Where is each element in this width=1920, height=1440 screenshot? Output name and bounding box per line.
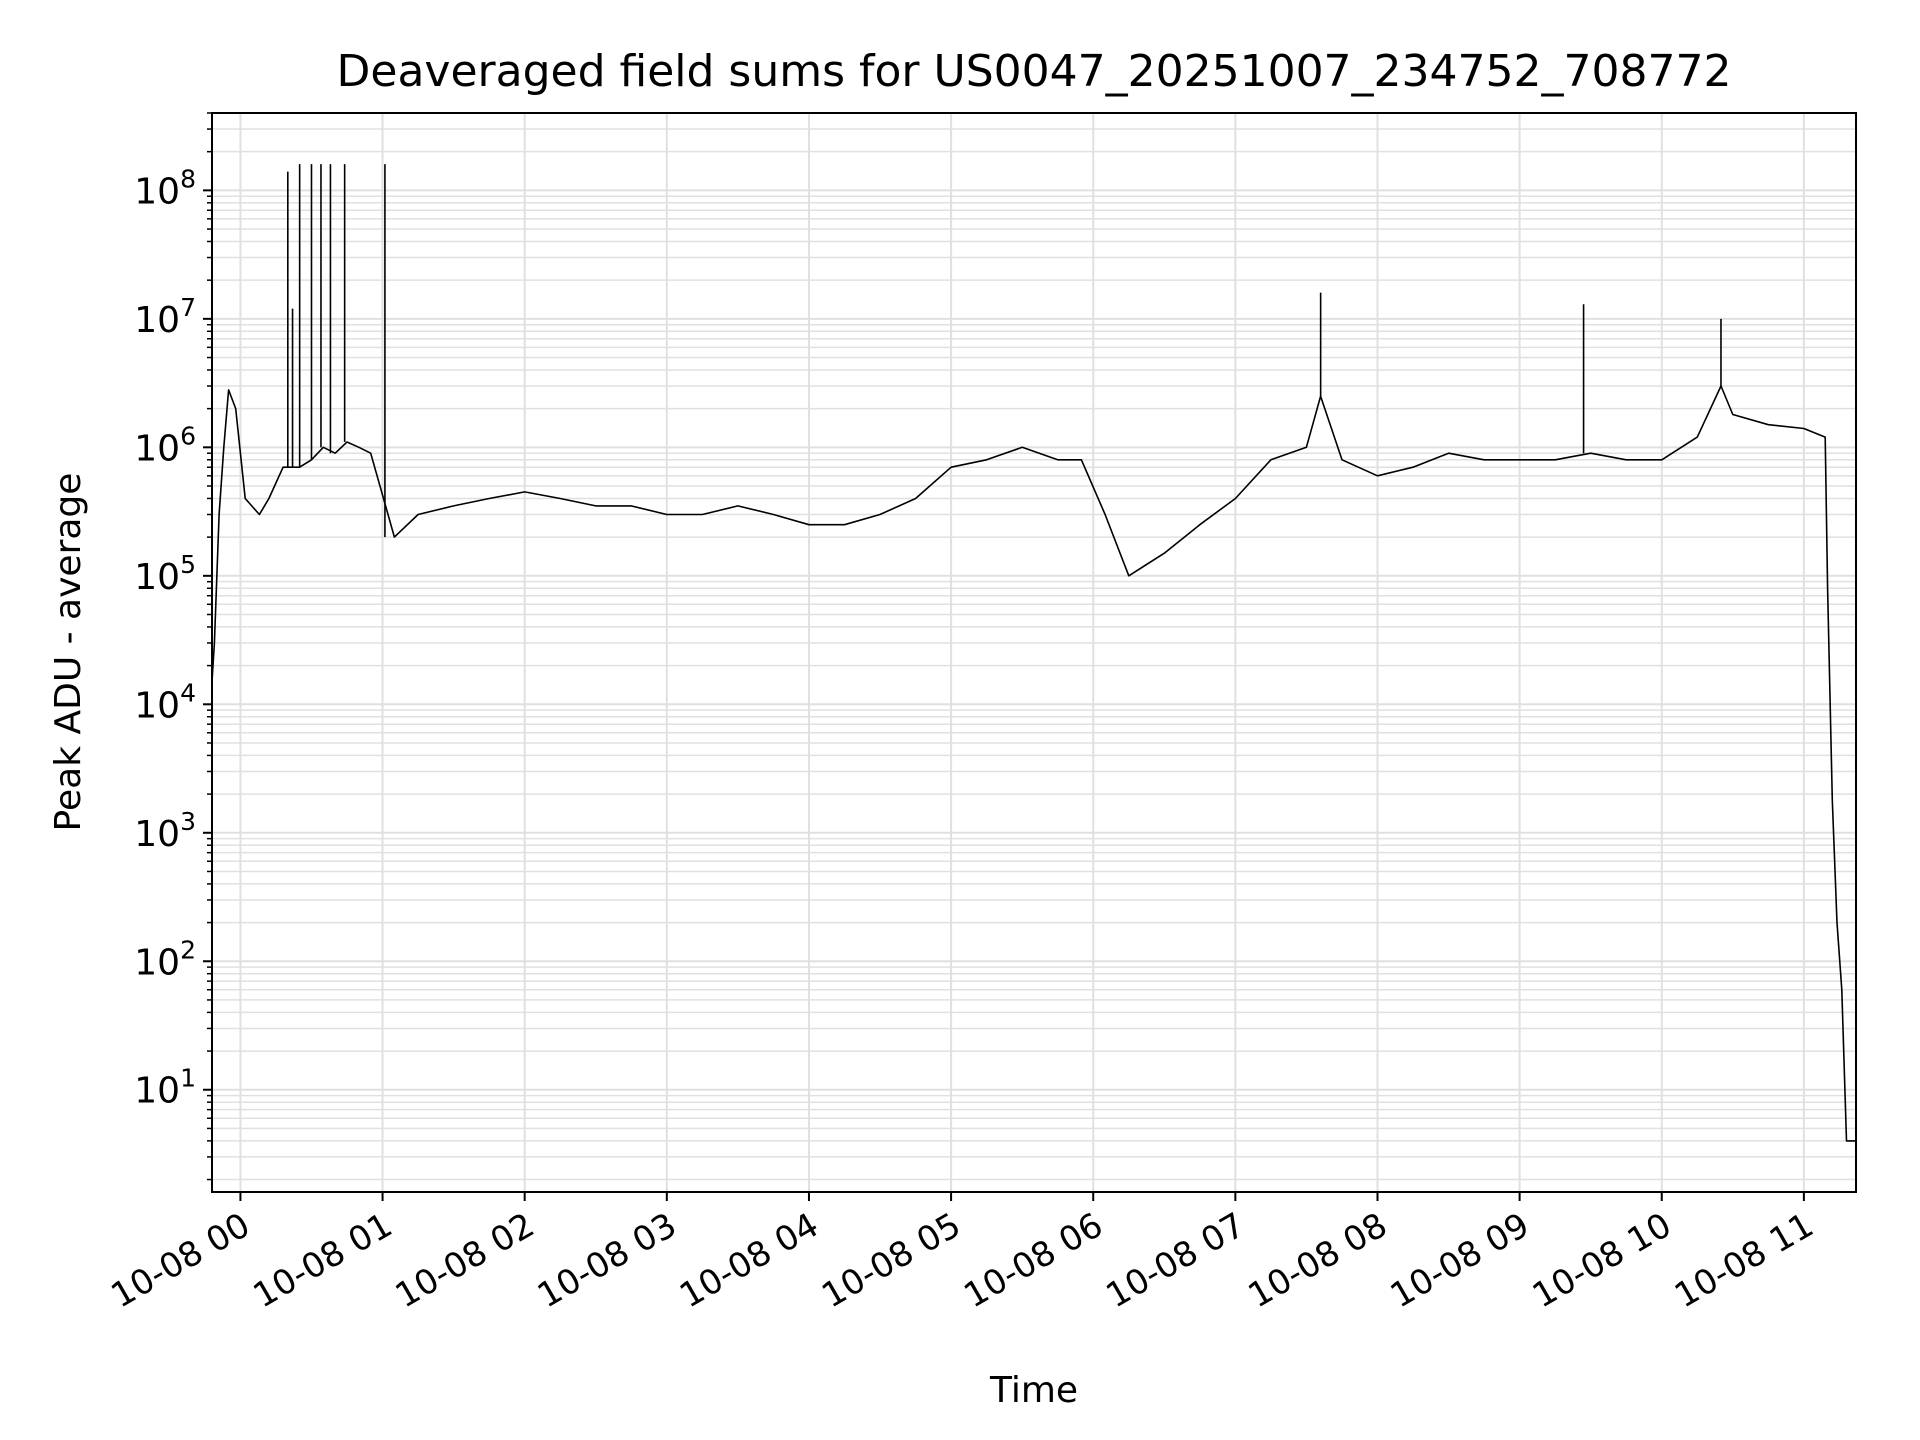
y-tick-label: 101 <box>134 1064 196 1112</box>
y-tick-label: 107 <box>134 293 196 341</box>
chart-title: Deaveraged field sums for US0047_2025100… <box>337 46 1732 97</box>
y-tick-label: 102 <box>134 935 196 983</box>
y-tick-label: 105 <box>134 550 196 598</box>
y-tick-label: 104 <box>134 678 196 726</box>
y-axis-label: Peak ADU - average <box>48 473 89 832</box>
y-tick-label: 103 <box>134 807 196 855</box>
grid <box>212 112 1856 1192</box>
y-tick-label: 106 <box>134 421 196 469</box>
series-line <box>211 385 1856 1142</box>
x-axis-label: Time <box>989 1370 1078 1411</box>
y-tick-label: 108 <box>134 164 196 212</box>
plot-data <box>211 164 1856 1142</box>
plot-frame <box>211 112 1857 1193</box>
